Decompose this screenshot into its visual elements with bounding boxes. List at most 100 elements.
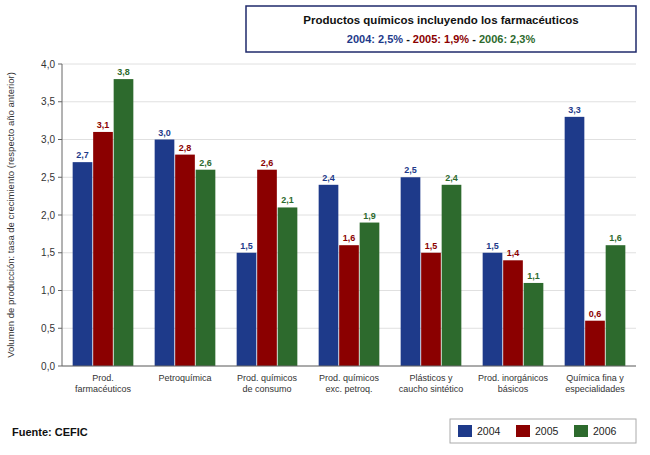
legend-swatch: [516, 425, 530, 437]
grid-line: [62, 139, 636, 140]
grid-line: [62, 101, 636, 102]
data-label: 1,5: [486, 241, 499, 251]
bars: [73, 79, 626, 366]
legend-label: 2005: [535, 425, 559, 437]
y-tick-label: 1,0: [41, 285, 55, 296]
x-axis-line: [62, 366, 636, 367]
y-tick: [58, 177, 62, 178]
data-label: 3,0: [158, 128, 171, 138]
bar: [73, 162, 93, 366]
bar: [319, 185, 339, 366]
bar: [175, 155, 195, 366]
y-tick: [58, 290, 62, 291]
grid-line: [62, 215, 636, 216]
legend-swatch: [574, 425, 588, 437]
data-label: 1,1: [527, 271, 540, 281]
grid-line: [62, 177, 636, 178]
bar: [585, 321, 605, 366]
y-tick: [58, 366, 62, 367]
grid-line: [62, 366, 636, 367]
bar: [421, 253, 441, 366]
data-labels: 2,73,01,52,42,51,53,33,12,82,61,61,51,40…: [76, 67, 622, 319]
title: Productos químicos incluyendo los farmac…: [303, 14, 578, 26]
data-label: 1,6: [609, 233, 622, 243]
data-label: 1,5: [425, 241, 438, 251]
subtitle-part: 2005: 1,9%: [413, 33, 469, 45]
x-tick-label: Química fina yespecialidades: [565, 373, 625, 394]
y-tick: [58, 139, 62, 140]
x-tick-label-line: Prod.: [92, 373, 114, 383]
subtitle-part: 2004: 2,5%: [347, 33, 403, 45]
bar: [257, 170, 277, 366]
x-tick-label: Plásticos ycaucho sintético: [399, 373, 464, 394]
x-tick-label: Prod. químicosde consumo: [237, 373, 298, 394]
y-tick: [58, 64, 62, 65]
x-tick-label-line: especialidades: [565, 384, 625, 394]
legend-label: 2006: [593, 425, 617, 437]
y-axis-line: [62, 64, 63, 366]
bar: [524, 283, 544, 366]
y-tick-label: 1,5: [41, 247, 55, 258]
data-label: 3,8: [117, 67, 130, 77]
data-label: 2,1: [281, 195, 294, 205]
y-tick-label: 2,5: [41, 172, 55, 183]
data-label: 1,5: [240, 241, 253, 251]
y-tick: [58, 328, 62, 329]
y-tick-label: 2,0: [41, 210, 55, 221]
y-tick: [58, 215, 62, 216]
bar: [237, 253, 257, 366]
data-label: 2,6: [261, 158, 274, 168]
data-label: 2,4: [322, 173, 335, 183]
data-label: 3,1: [97, 120, 110, 130]
data-label: 2,5: [404, 165, 417, 175]
x-tick-label: Petroquímica: [158, 373, 211, 383]
bar: [93, 132, 113, 366]
bar: [503, 260, 523, 366]
y-tick-label: 3,5: [41, 96, 55, 107]
x-tick-label-line: Plásticos y: [409, 373, 453, 383]
title-box-frame: [246, 6, 636, 52]
x-tick-label-line: Prod. químicos: [237, 373, 298, 383]
bar: [483, 253, 503, 366]
x-tick-label-line: exc. petroq.: [325, 384, 372, 394]
bar: [360, 223, 380, 366]
y-axis-label: Volumen de producción: tasa de crecimien…: [5, 72, 16, 358]
chart: Productos químicos incluyendo los farmac…: [0, 0, 650, 455]
grid-line: [62, 64, 636, 65]
data-label: 1,6: [343, 233, 356, 243]
x-tick-label-line: caucho sintético: [399, 384, 464, 394]
data-label: 2,6: [199, 158, 212, 168]
y-tick-label: 4,0: [41, 59, 55, 70]
bar: [339, 245, 359, 366]
subtitle-part: -: [403, 33, 413, 45]
data-label: 2,8: [179, 143, 192, 153]
legend-label: 2004: [477, 425, 501, 437]
x-tick-label: Prod.farmacéuticos: [75, 373, 132, 394]
data-label: 2,7: [76, 150, 89, 160]
data-label: 2,4: [445, 173, 458, 183]
bar: [442, 185, 462, 366]
bar: [114, 79, 134, 366]
subtitle: 2004: 2,5% - 2005: 1,9% - 2006: 2,3%: [347, 33, 536, 45]
data-label: 1,4: [507, 248, 520, 258]
title-box: Productos químicos incluyendo los farmac…: [246, 6, 636, 52]
data-label: 3,3: [568, 105, 581, 115]
legend-swatch: [458, 425, 472, 437]
x-tick-label-line: de consumo: [242, 384, 291, 394]
x-axis: Prod.farmacéuticos Petroquímica Prod. quím…: [75, 373, 625, 394]
x-tick-label-line: Petroquímica: [158, 373, 211, 383]
y-axis: 0,00,51,01,52,02,53,03,54,0: [41, 59, 636, 372]
y-tick-label: 3,0: [41, 134, 55, 145]
bar: [606, 245, 626, 366]
bar: [401, 177, 421, 366]
annotation: Fuente: CEFIC: [12, 426, 88, 438]
x-tick-label-line: básicos: [498, 384, 529, 394]
bar: [565, 117, 585, 366]
bar: [196, 170, 216, 366]
chart-container: Productos químicos incluyendo los farmac…: [0, 0, 650, 455]
subtitle-part: 2006: 2,3%: [479, 33, 535, 45]
x-tick-label-line: Prod. inorgánicos: [478, 373, 549, 383]
subtitle-part: -: [469, 33, 479, 45]
y-tick: [58, 101, 62, 102]
legend: 2004 2005 2006: [450, 419, 636, 443]
